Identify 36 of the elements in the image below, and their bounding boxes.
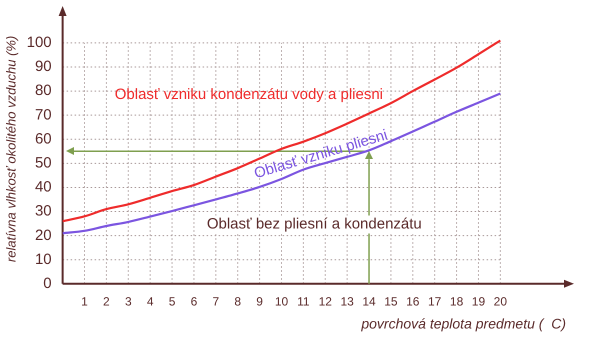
x-tick-label: 3 <box>124 294 132 308</box>
x-axis-title: povrchová teplota predmetu ( C) <box>360 315 566 332</box>
y-tick-label: 50 <box>34 154 52 172</box>
x-tick-label: 15 <box>384 294 398 308</box>
y-tick-label: 80 <box>34 82 52 100</box>
x-tick-label: 5 <box>168 294 176 308</box>
x-tick-label: 16 <box>406 294 420 308</box>
x-tick-label: 10 <box>274 294 288 308</box>
x-tick-label: 8 <box>234 294 242 308</box>
x-tick-label: 12 <box>318 294 332 308</box>
y-tick-label: 60 <box>34 130 52 148</box>
y-tick-label: 20 <box>34 226 52 244</box>
x-tick-label: 17 <box>428 294 442 308</box>
x-tick-label: 1 <box>81 294 88 308</box>
y-tick-label: 30 <box>34 202 52 220</box>
y-tick-label: 40 <box>34 178 52 196</box>
annotation: Oblasť vzniku pliesni <box>252 126 390 182</box>
y-tick-label: 100 <box>26 34 52 52</box>
x-tick-label: 6 <box>190 294 198 308</box>
x-tick-label: 2 <box>103 294 110 308</box>
x-tick-label: 19 <box>472 294 486 308</box>
y-tick-label: 0 <box>43 274 52 292</box>
annotation: Oblasť bez pliesní a kondenzátu <box>206 216 422 233</box>
x-tick-label: 14 <box>362 294 376 308</box>
x-tick-label: 18 <box>450 294 464 308</box>
annotation: Oblasť vzniku kondenzátu vody a pliesni <box>114 86 384 104</box>
y-tick-label: 90 <box>34 58 52 76</box>
y-tick-label: 10 <box>34 250 52 268</box>
x-tick-label: 9 <box>256 294 264 308</box>
x-tick-label: 20 <box>494 294 508 308</box>
x-tick-label: 11 <box>297 294 310 308</box>
x-tick-label: 4 <box>146 294 154 308</box>
y-axis-title: relatívna vlhkosť okolitého vzduchu (%) <box>3 36 18 262</box>
x-tick-label: 13 <box>340 294 354 308</box>
y-tick-label: 70 <box>34 106 52 124</box>
x-tick-label: 7 <box>212 294 220 308</box>
